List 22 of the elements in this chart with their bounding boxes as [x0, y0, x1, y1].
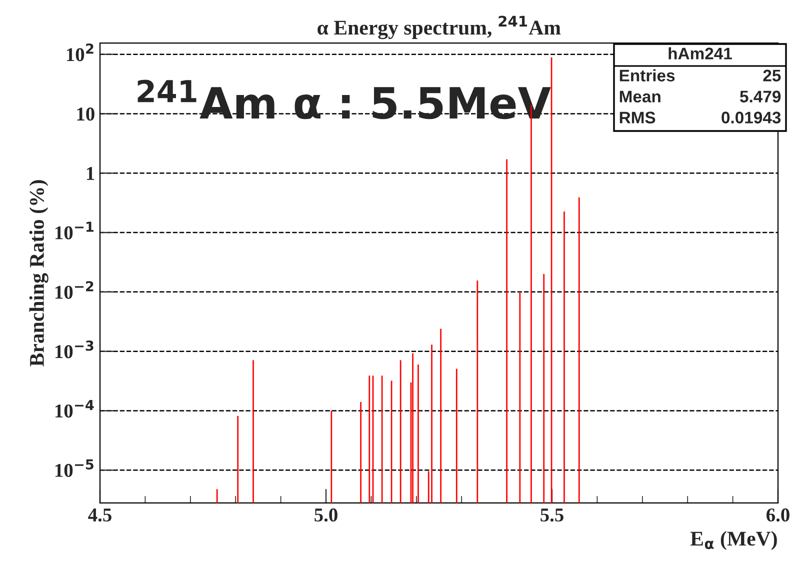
annotation: 0.01943 — [722, 112, 781, 124]
y-tick-label: 10$^{−1}$ — [55, 222, 94, 240]
annotation: Mean — [620, 90, 660, 102]
annotation: RMS — [620, 112, 656, 124]
y-tick-label: 10$^{−5}$ — [55, 459, 94, 477]
x-tick-label: 6.0 — [766, 508, 790, 522]
y-axis-title: Branching Ratio (%) — [29, 180, 48, 366]
x-tick-label: 5.5 — [540, 508, 564, 522]
chart-title: α Energy spectrum, $^{241}$Am — [318, 16, 561, 40]
y-tick-label: 1 — [86, 167, 94, 180]
y-tick-label: 10$^{−3}$ — [55, 340, 94, 358]
y-tick-label: 10$^{−4}$ — [55, 400, 94, 418]
annotation: 25 — [763, 70, 781, 82]
x-axis-title: E$_{α}$ (MeV) — [690, 531, 777, 550]
y-tick-label: 10 — [77, 108, 94, 121]
annotation: hAm241 — [668, 47, 732, 60]
y-tick-label: 10$^{−2}$ — [55, 281, 94, 299]
y-tick-label: 10$^{2}$ — [66, 44, 94, 62]
annotation: 5.479 — [740, 90, 781, 102]
x-tick-label: 5.0 — [314, 508, 338, 522]
x-tick-label: 4.5 — [88, 508, 112, 522]
annotation: Entries — [620, 69, 675, 82]
